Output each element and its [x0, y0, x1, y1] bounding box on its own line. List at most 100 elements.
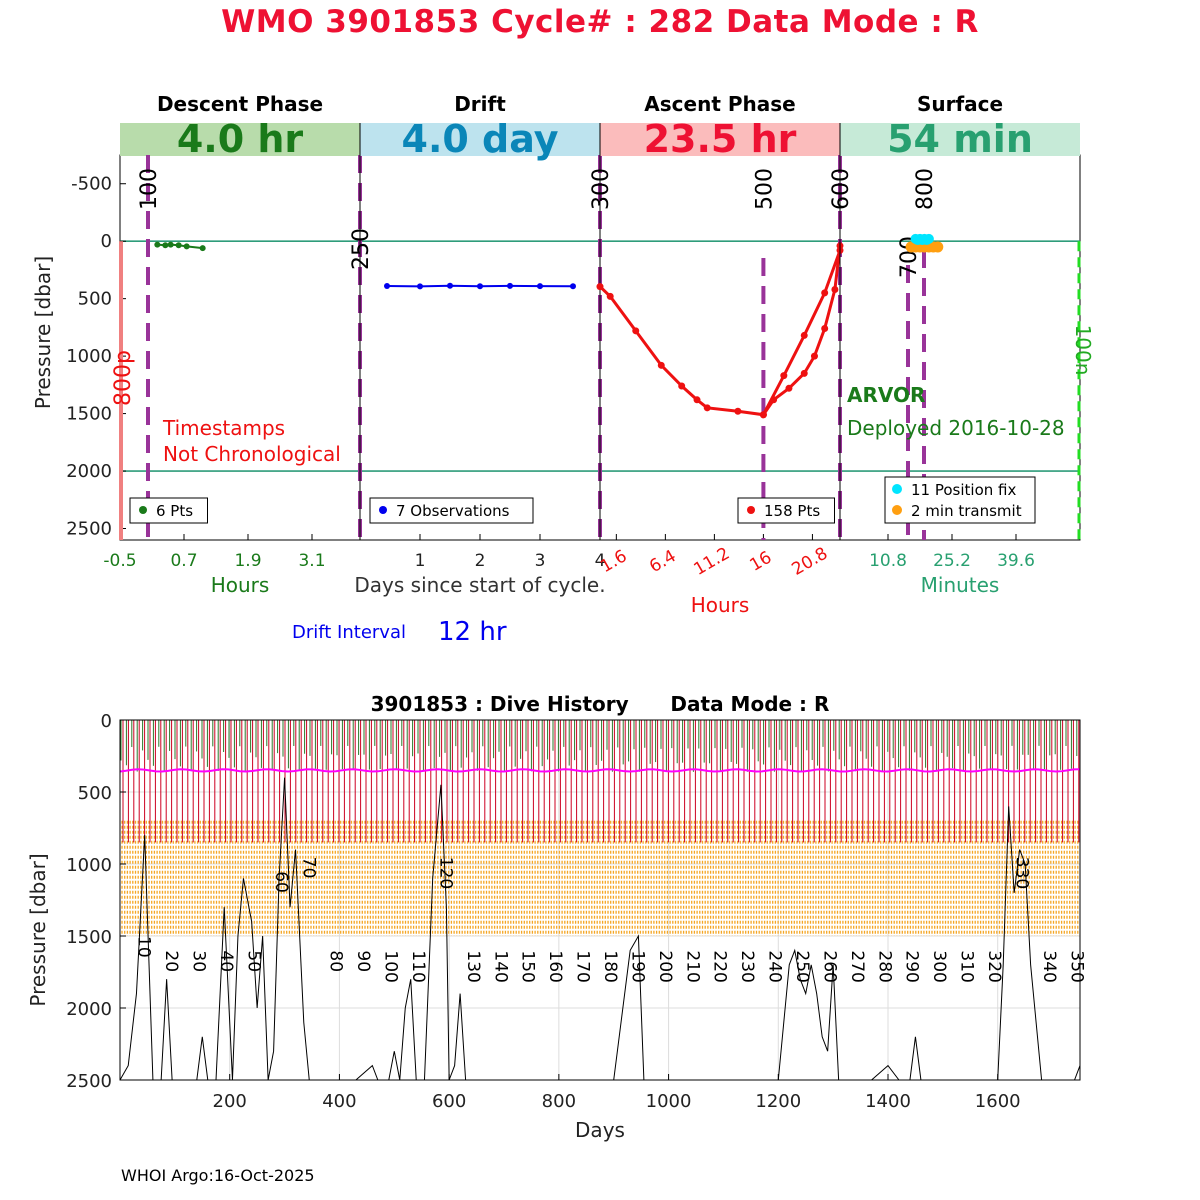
drift-data-point	[384, 283, 390, 290]
cycle-number-label: 120	[435, 857, 455, 889]
ascent-data-point	[632, 327, 640, 335]
cycle-number-label: 180	[600, 950, 620, 982]
cycle-number-label: 20	[161, 950, 181, 972]
drift-phase-title: Drift	[454, 92, 506, 116]
cycle-number-label: 280	[874, 950, 894, 982]
drift-legend-marker	[379, 506, 387, 514]
descent-duration-band	[120, 123, 360, 156]
descent-data-point	[167, 241, 174, 248]
history-plot-frame-outline	[119, 719, 1081, 1081]
cycle-number-label: 330	[1011, 857, 1031, 889]
cycle-number-label: 340	[1039, 950, 1059, 982]
cycle-number-label: 150	[518, 950, 538, 982]
ascent-phase-title: Ascent Phase	[644, 92, 795, 116]
ascent-legend-label: 158 Pts	[764, 502, 820, 520]
cycle-marker-label-100: 100	[137, 168, 162, 210]
cycle-marker-label-500: 500	[752, 168, 777, 210]
cycle-number-label: 270	[847, 950, 867, 982]
ascent-data-point	[821, 325, 829, 333]
cycle-number-label: 140	[490, 950, 510, 982]
ascent-data-point	[703, 404, 711, 412]
surface-phase-title: Surface	[917, 92, 1003, 116]
history-y-tick-label: 1000	[66, 855, 112, 876]
history-plot-frame	[119, 719, 1081, 1081]
ascent-duration-value: 23.5 hr	[644, 117, 797, 161]
cycle-number-label: 350	[1066, 950, 1086, 982]
cycle-number-label: 230	[737, 950, 757, 982]
descent-x-tick-label: -0.5	[103, 551, 136, 571]
drift-data-point	[417, 283, 423, 290]
top-y-tick-label: 2000	[66, 461, 112, 482]
transmit-point	[932, 241, 944, 253]
ascent-data-point	[821, 289, 829, 297]
cycle-number-label: 300	[929, 950, 949, 982]
cycle-number-label: 90	[353, 950, 373, 972]
ascent-series-line	[598, 245, 842, 417]
drift-x-tick-label: 4	[595, 551, 606, 571]
cycle-number-label: 100	[381, 950, 401, 982]
ascent-duration-band	[600, 123, 840, 156]
history-green-profiles	[120, 720, 1078, 772]
surface-legend-box	[884, 476, 1036, 524]
descent-x-tick-label: 3.1	[298, 551, 325, 571]
history-orange-profiles	[121, 820, 1079, 936]
cycle-number-label: 10	[134, 936, 154, 958]
cycle-number-label: 60	[271, 871, 291, 893]
drift-data-point	[507, 282, 513, 289]
drift-x-tick-label: 1	[415, 551, 426, 571]
right-side-label: 100n	[1071, 325, 1095, 376]
descent-x-axis-label: Hours	[211, 573, 270, 597]
descent-data-point	[154, 241, 161, 248]
figure-title: WMO 3901853 Cycle# : 282 Data Mode : R	[221, 4, 979, 40]
ascent-legend-marker	[747, 506, 755, 514]
history-red-profiles	[122, 720, 1080, 843]
left-side-label: 800p	[111, 350, 136, 406]
cycle-number-label: 240	[765, 950, 785, 982]
annotation-timestamps: Timestamps	[162, 416, 285, 440]
cycle-number-label: 290	[902, 950, 922, 982]
ascent-x-tick-label: 6.4	[646, 546, 679, 577]
top-y-tick-label: 0	[101, 231, 112, 252]
descent-legend-label: 6 Pts	[156, 502, 193, 520]
cycle-number-label: 170	[573, 950, 593, 982]
top-y-tick-label: 500	[78, 289, 112, 310]
ascent-data-point	[810, 352, 818, 360]
float-type-label: ARVOR	[847, 383, 925, 407]
position-fix-legend-marker	[892, 484, 902, 494]
cycle-marker-label-800: 800	[913, 168, 938, 210]
history-x-tick-label: 200	[213, 1091, 247, 1112]
top-y-tick-label: 2500	[66, 519, 112, 540]
history-x-axis-label: Days	[575, 1118, 625, 1142]
history-x-tick-label: 800	[542, 1091, 576, 1112]
annotation-not-chronological: Not Chronological	[163, 442, 341, 466]
descent-data-point	[199, 245, 206, 252]
park-pressure-line	[119, 768, 1081, 773]
ascent-data-point	[734, 407, 742, 415]
history-y-tick-label: 2500	[66, 1071, 112, 1092]
cycle-number-label: 80	[326, 950, 346, 972]
drift-data-point	[447, 282, 453, 289]
history-x-tick-label: 1000	[646, 1091, 692, 1112]
cycle-number-label: 310	[957, 950, 977, 982]
cycle-number-label: 110	[408, 950, 428, 982]
cycle-number-label: 30	[189, 950, 209, 972]
surface-duration-value: 54 min	[887, 117, 1033, 161]
cycle-number-label: 210	[682, 950, 702, 982]
cycle-number-label: 220	[710, 950, 730, 982]
surface-duration-band	[840, 123, 1080, 156]
surface-x-axis-label: Minutes	[921, 573, 1000, 597]
cycle-number-label: 250	[792, 950, 812, 982]
cycle-number-label: 320	[984, 950, 1004, 982]
descent-phase-title: Descent Phase	[157, 92, 323, 116]
ascent-x-tick-label: 20.8	[789, 544, 832, 580]
cycle-number-label: 40	[216, 950, 236, 972]
ascent-data-point	[780, 372, 788, 380]
cycle-number-label: 190	[627, 950, 647, 982]
descent-data-point	[183, 243, 190, 250]
drift-data-point	[537, 283, 543, 290]
history-y-tick-label: 1500	[66, 927, 112, 948]
top-y-tick-label: 1000	[66, 346, 112, 367]
history-y-tick-label: 500	[78, 783, 112, 804]
ascent-x-axis-label: Hours	[691, 593, 750, 617]
